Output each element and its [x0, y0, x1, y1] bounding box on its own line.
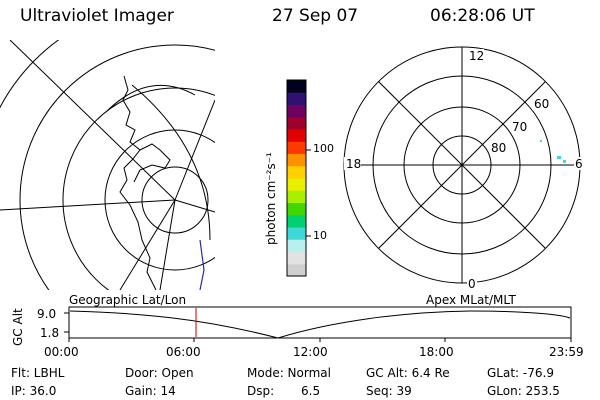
- colorbar-segment: [287, 251, 306, 265]
- title-date: 27 Sep 07: [272, 6, 359, 26]
- info-dsp-value: 6.5: [301, 384, 321, 398]
- timeline-tick-2359: 23:59: [549, 345, 584, 359]
- colorbar-segment: [287, 227, 306, 240]
- colorbar-unit-label: photon cm⁻²s⁻¹: [264, 152, 278, 245]
- colorbar-segment: [287, 104, 306, 118]
- timeline-tick-0600: 06:00: [166, 345, 201, 359]
- colorbar-segment: [287, 165, 306, 179]
- coastline: [119, 75, 205, 290]
- colorbar-label-10: 10: [313, 229, 327, 242]
- timeline-tick-1800: 18:00: [419, 345, 454, 359]
- aurora-spot: [557, 156, 561, 159]
- colorbar-segment: [287, 116, 306, 130]
- info-glat: GLat: -76.9: [487, 366, 554, 380]
- colorbar-segment: [287, 92, 306, 105]
- info-seq: Seq: 39: [366, 384, 412, 398]
- label-bg: [467, 276, 477, 289]
- altitude-timeline: Geographic Lat/Lon Apex MLat/MLT 9.0 1.8…: [11, 293, 584, 359]
- timeline-tick-1200: 12:00: [293, 345, 328, 359]
- colorbar: [287, 80, 306, 277]
- label-bg: [344, 157, 361, 170]
- colorbar-segment: [287, 129, 306, 142]
- polar-label-lat-60: 60: [534, 97, 549, 111]
- title-time: 06:28:06 UT: [430, 6, 535, 26]
- info-door: Door: Open: [125, 366, 194, 380]
- polar-label-mlt-18: 18: [346, 157, 361, 171]
- timeline-tick-0000: 00:00: [44, 345, 79, 359]
- aurora-spot: [563, 160, 566, 163]
- altitude-curve: [69, 310, 571, 339]
- info-dsp-label: Dsp:: [247, 384, 275, 398]
- polar-label-lat-80: 80: [491, 141, 506, 155]
- colorbar-segment: [287, 263, 306, 277]
- info-mode: Mode: Normal: [247, 366, 331, 380]
- info-glon: GLon: 253.5: [487, 384, 560, 398]
- timeline-left-label: Geographic Lat/Lon: [69, 293, 186, 307]
- info-gc-alt: GC Alt: 6.4 Re: [366, 366, 450, 380]
- info-ip: IP: 36.0: [11, 384, 57, 398]
- colorbar-label-100: 100: [313, 142, 334, 155]
- colorbar-segment: [287, 141, 306, 154]
- label-bg: [468, 49, 484, 62]
- aurora-spot: [540, 140, 542, 142]
- label-bg: [532, 97, 550, 110]
- label-bg: [490, 141, 508, 154]
- timeline-axis-label: GC Alt: [11, 308, 25, 346]
- timeline-y-top: 9.0: [37, 307, 56, 321]
- polar-label-mlt-0: 0: [468, 277, 476, 291]
- colorbar-segment: [287, 190, 306, 203]
- lat-lon-grid: [0, 40, 215, 290]
- timeline-y-bottom: 1.8: [40, 326, 59, 340]
- colorbar-segment: [287, 80, 306, 93]
- polar-label-mlt-6: 6: [575, 157, 583, 171]
- colorbar-segment: [287, 202, 306, 216]
- timeline-right-label: Apex MLat/MLT: [426, 293, 516, 307]
- info-filter: Flt: LBHL: [11, 366, 65, 380]
- label-bg: [511, 120, 529, 133]
- colorbar-frame: [286, 79, 307, 277]
- polar-label-mlt-12: 12: [469, 49, 484, 63]
- colorbar-segment: [287, 153, 306, 167]
- colorbar-segment: [287, 178, 306, 191]
- info-gain: Gain: 14: [125, 384, 176, 398]
- title-instrument: Ultraviolet Imager: [20, 6, 174, 26]
- polar-label-lat-70: 70: [512, 120, 527, 134]
- label-bg: [574, 157, 584, 170]
- colorbar-segment: [287, 239, 306, 252]
- colorbar-segment: [287, 214, 306, 228]
- polar-plot: [343, 46, 581, 284]
